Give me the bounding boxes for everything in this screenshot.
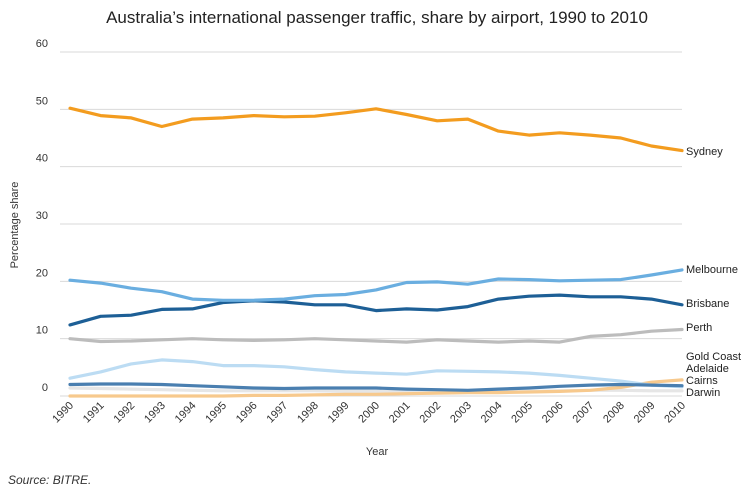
series-lines: [68, 106, 684, 398]
y-tick-label: 40: [36, 153, 48, 165]
series-label: Perth: [686, 322, 712, 334]
x-axis-ticks: 1990 1991 1992 1993 1994 1995 1996 1997 1998 1999…: [50, 400, 688, 426]
series-line-brisbane: [68, 293, 684, 327]
chart-title: Australia’s international passenger traf…: [106, 8, 648, 27]
x-tick-label: 2010: [662, 400, 688, 426]
series-line-cairns: [68, 378, 684, 398]
y-tick-label: 30: [36, 210, 48, 222]
series-label: Darwin: [686, 387, 720, 399]
x-tick-label: 1993: [142, 400, 168, 426]
x-tick-label: 1992: [112, 400, 138, 426]
y-tick-label: 10: [36, 325, 48, 337]
x-tick-label: 1990: [50, 400, 76, 426]
series-label: Gold Coast: [686, 351, 741, 363]
x-tick-label: 1995: [203, 400, 229, 426]
x-tick-label: 1999: [326, 400, 352, 426]
series-line-melbourne: [68, 268, 684, 302]
x-tick-label: 2004: [479, 400, 505, 426]
series-line-darwin: [68, 382, 684, 392]
gridlines: [60, 51, 682, 397]
y-axis-label: Percentage share: [9, 182, 21, 269]
x-tick-label: 2009: [632, 400, 658, 426]
y-tick-label: 50: [36, 95, 48, 107]
series-labels: Sydney Melbourne Brisbane Perth Gold CoastAd…: [686, 146, 741, 399]
series-label: Sydney: [686, 146, 723, 158]
series-line-sydney: [68, 106, 684, 153]
x-tick-label: 2006: [540, 400, 566, 426]
x-tick-label: 2002: [418, 400, 444, 426]
y-tick-label: 60: [36, 38, 48, 50]
x-tick-label: 1998: [295, 400, 321, 426]
y-tick-label: 0: [42, 382, 48, 394]
x-tick-label: 2007: [571, 400, 597, 426]
series-label: Cairns: [686, 375, 718, 387]
series-line-adelaide: [68, 358, 684, 389]
source-note: Source: BITRE.: [8, 473, 91, 487]
x-tick-label: 1991: [81, 400, 107, 426]
x-tick-label: 1996: [234, 400, 260, 426]
series-line-perth: [68, 327, 684, 344]
series-label: Adelaide: [686, 363, 729, 375]
x-tick-label: 2005: [509, 400, 535, 426]
x-tick-label: 1994: [173, 400, 199, 426]
x-axis-label: Year: [366, 446, 389, 458]
y-tick-label: 20: [36, 267, 48, 279]
x-tick-label: 1997: [265, 400, 291, 426]
series-label: Brisbane: [686, 298, 729, 310]
x-tick-label: 2008: [601, 400, 627, 426]
y-axis-ticks: 0 10 20 30 40 50 60: [36, 38, 48, 394]
x-tick-label: 2003: [448, 400, 474, 426]
series-label: Melbourne: [686, 264, 738, 276]
x-tick-label: 2000: [356, 400, 382, 426]
x-tick-label: 2001: [387, 400, 413, 426]
